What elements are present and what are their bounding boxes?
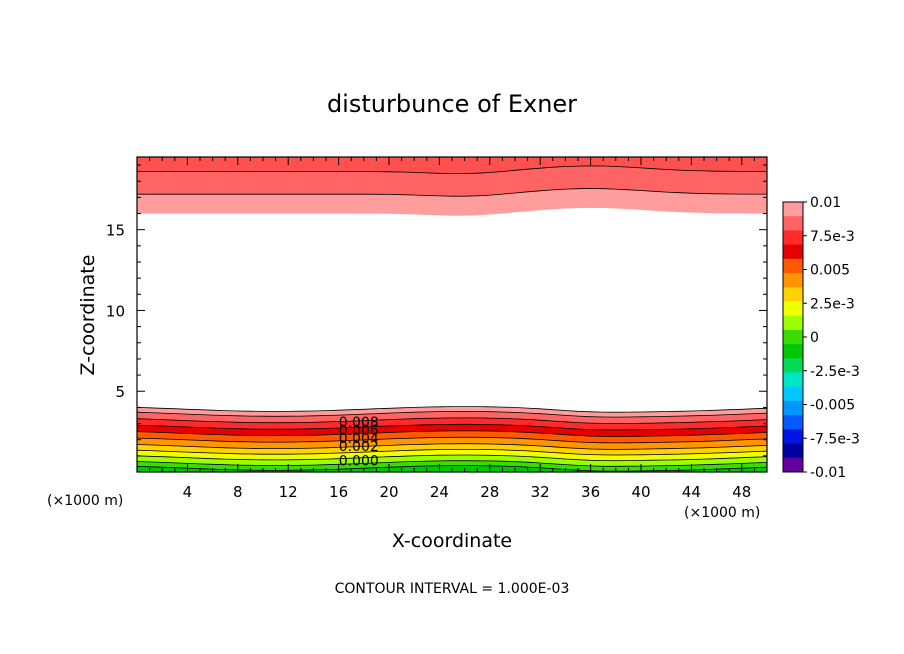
colorbar-swatch-7 — [783, 301, 803, 317]
x-tick-label: 32 — [531, 483, 550, 501]
colorbar-label-5: -2.5e-3 — [810, 364, 860, 380]
bottom-contour-line-8 — [136, 454, 768, 462]
bottom-contour-line-4 — [136, 430, 768, 437]
x-tick-label: 16 — [329, 483, 348, 501]
chart-title: disturbunce of Exner — [327, 90, 577, 118]
colorbar-swatch-14 — [783, 400, 803, 416]
colorbar-swatch-17 — [783, 443, 803, 459]
x-tick-label: 4 — [183, 483, 193, 501]
colorbar-swatch-16 — [783, 429, 803, 445]
top-contour-line-1 — [137, 165, 767, 174]
colorbar-swatch-2 — [783, 230, 803, 246]
colorbar-swatch-0 — [783, 202, 803, 217]
colorbar-label-7: -7.5e-3 — [810, 431, 860, 447]
y-tick-label: 10 — [106, 302, 125, 320]
top-contour-line-0 — [137, 188, 767, 197]
x-tick-label: 48 — [732, 483, 751, 501]
y-tick-label: 15 — [106, 222, 125, 240]
x-tick-label: 40 — [631, 483, 650, 501]
x-unit-right: (×1000 m) — [684, 505, 760, 521]
bottom-contour-line-2 — [136, 417, 768, 424]
colorbar-label-0: 0.01 — [810, 195, 841, 211]
colorbar-swatch-6 — [783, 287, 803, 302]
x-tick-label: 44 — [682, 483, 701, 501]
top-band-2 — [137, 157, 767, 174]
bottom-contour-line-7 — [136, 449, 768, 456]
contour-label-3: 0.002 — [339, 439, 379, 455]
x-tick-label: 28 — [480, 483, 499, 501]
colorbar-label-8: -0.01 — [810, 465, 846, 481]
colorbar-label-4: 0 — [810, 330, 819, 346]
bottom-contour-line-3 — [136, 423, 768, 431]
bottom-contour-line-0 — [136, 406, 768, 413]
contour-label-1: 0.006 — [339, 423, 379, 439]
colorbar-swatch-8 — [783, 315, 803, 331]
contour-label-4: 0.000 — [339, 454, 379, 470]
contour-interval-footer: CONTOUR INTERVAL = 1.000E-03 — [335, 581, 570, 597]
bottom-contour-line-6 — [136, 443, 768, 450]
x-axis-label: X-coordinate — [392, 530, 512, 552]
colorbar-label-3: 2.5e-3 — [810, 296, 855, 312]
colorbar-swatch-4 — [783, 258, 803, 274]
bottom-contour-line-9 — [136, 460, 768, 467]
colorbar-swatch-12 — [783, 372, 803, 388]
bottom-contour-line-5 — [136, 436, 768, 444]
contour-label-2: 0.004 — [339, 431, 379, 447]
colorbar-swatch-3 — [783, 244, 803, 260]
colorbar-swatch-18 — [783, 457, 803, 473]
bottom-contour-line-10 — [136, 465, 768, 472]
colorbar-swatch-15 — [783, 415, 803, 430]
x-tick-label: 36 — [581, 483, 600, 501]
colorbar-swatch-10 — [783, 344, 803, 359]
x-tick-label: 8 — [233, 483, 243, 501]
colorbar-swatch-9 — [783, 329, 803, 345]
x-tick-label: 24 — [430, 483, 449, 501]
x-tick-label: 20 — [379, 483, 398, 501]
y-axis-label: Z-coordinate — [77, 255, 99, 376]
bottom-contour-line-1 — [136, 410, 768, 418]
colorbar-label-2: 0.005 — [810, 263, 850, 279]
colorbar-swatch-1 — [783, 216, 803, 231]
x-unit-left: (×1000 m) — [47, 493, 123, 509]
colorbar-swatch-11 — [783, 358, 803, 374]
y-tick-label: 5 — [115, 383, 125, 401]
colorbar-swatch-13 — [783, 386, 803, 402]
colorbar-label-1: 7.5e-3 — [810, 229, 855, 245]
colorbar-swatch-5 — [783, 273, 803, 288]
contour-label-0: 0.008 — [339, 415, 379, 431]
colorbar: 0.01 7.5e-3 0.005 2.5e-3 0 -2.5e-3 -0.005 -7.5e… — [782, 195, 860, 481]
colorbar-label-6: -0.005 — [810, 398, 855, 414]
x-tick-label: 12 — [279, 483, 298, 501]
